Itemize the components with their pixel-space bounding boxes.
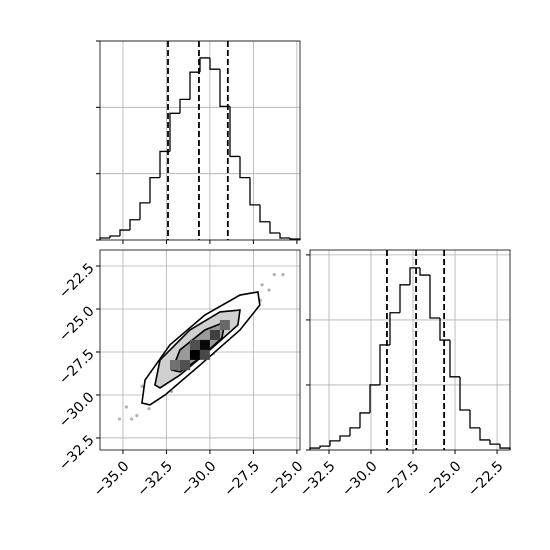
x-tick-label: −25.0 [423, 458, 465, 500]
histogram-bin [179, 98, 190, 114]
sample-point [130, 417, 134, 421]
histogram-bin [439, 317, 450, 341]
x-tick-label: −27.5 [381, 458, 423, 500]
histogram-bin [429, 275, 440, 319]
histogram-bin [229, 106, 240, 158]
histogram-bin [279, 233, 290, 239]
y-tick-label: −25.0 [56, 303, 98, 345]
histogram-bin [129, 219, 140, 231]
histogram-bin [159, 150, 170, 178]
sample-point [117, 417, 122, 421]
sample-point [272, 272, 276, 277]
histogram-bin [199, 57, 210, 73]
y-tick-label: −32.5 [56, 432, 98, 474]
sample-point [124, 405, 129, 409]
histogram-bin [449, 340, 460, 378]
histogram-bin [459, 376, 470, 411]
histogram-bin [259, 204, 270, 223]
axes-frame [99, 249, 301, 451]
density-cell [199, 339, 210, 350]
y-tick-label: −30.0 [56, 389, 98, 431]
histogram-bin [109, 235, 120, 239]
histogram-bin [399, 284, 410, 313]
density-cell [189, 349, 200, 360]
sample-point [147, 407, 151, 411]
histogram-bin [249, 177, 260, 206]
histogram-bin [339, 435, 350, 441]
histogram-bin [239, 156, 250, 179]
histogram-bin [209, 57, 220, 70]
histogram-bin [269, 221, 280, 234]
histogram-bin [149, 176, 160, 203]
x-tick-label: −30.0 [339, 458, 381, 500]
histogram-bin [169, 112, 180, 152]
histogram-bin [389, 312, 400, 345]
histogram-bin [479, 427, 490, 441]
sample-point [267, 288, 271, 292]
histogram-bin [139, 202, 150, 220]
sample-point [135, 414, 139, 418]
histogram-bin [119, 229, 130, 237]
density-cell [209, 329, 220, 340]
x-tick-label: −22.5 [465, 458, 507, 500]
x-tick-label: −32.5 [297, 458, 339, 500]
histogram-bin [359, 412, 370, 428]
axes-frame [99, 40, 301, 241]
axes-frame [309, 249, 511, 451]
histogram-bin [219, 69, 230, 107]
x-tick-label: −30.0 [178, 458, 220, 500]
histogram-bin [499, 444, 511, 450]
x-tick-label: −25.0 [265, 458, 307, 500]
density-cell [180, 360, 191, 371]
y-tick-label: −27.5 [56, 346, 98, 388]
histogram-bin [329, 440, 340, 447]
histogram-bin [369, 384, 380, 413]
x-tick-label: −35.0 [91, 458, 133, 500]
density-cell [189, 339, 200, 350]
density-cell [169, 360, 180, 371]
y-tick-label: −22.5 [56, 260, 98, 302]
sample-point [140, 384, 144, 388]
sample-point [260, 283, 264, 287]
histogram-bin [189, 71, 200, 100]
histogram-bin [489, 439, 500, 445]
histogram-bin [409, 267, 420, 285]
x-tick-label: −32.5 [134, 458, 176, 500]
histogram-bin [379, 344, 390, 385]
sample-point [281, 272, 285, 277]
histogram-bin [349, 427, 360, 437]
histogram-bin [319, 445, 330, 449]
x-tick-label: −27.5 [221, 458, 263, 500]
density-cell [199, 349, 210, 360]
histogram-bin [469, 410, 480, 429]
histogram-bin [419, 267, 430, 276]
density-cell [219, 319, 230, 330]
